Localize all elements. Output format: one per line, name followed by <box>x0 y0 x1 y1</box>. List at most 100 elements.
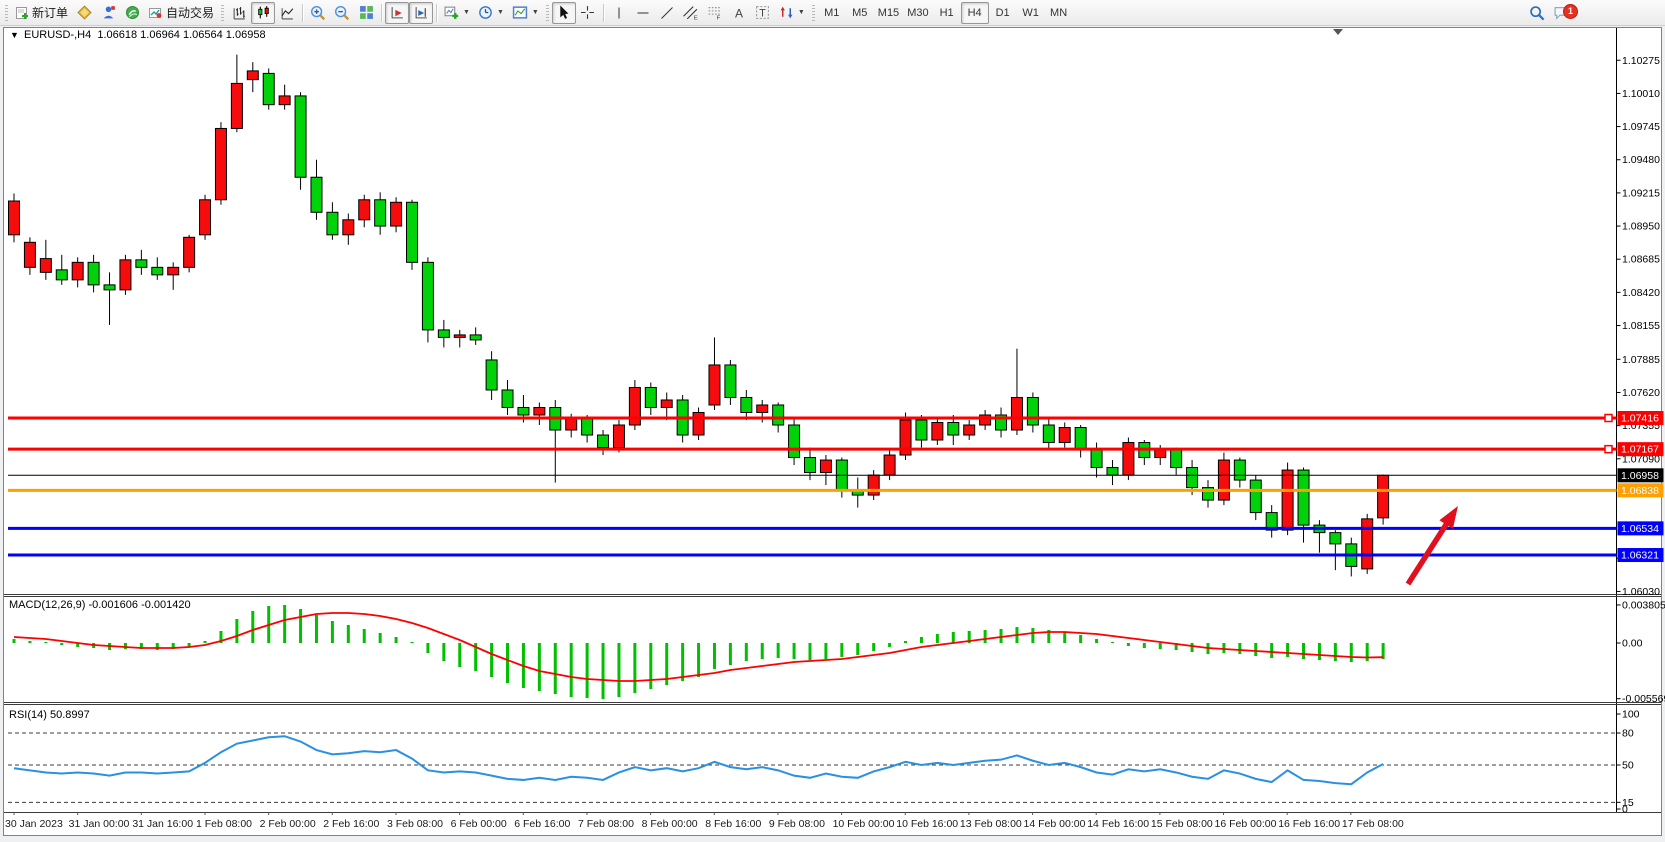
svg-text:14 Feb 00:00: 14 Feb 00:00 <box>1024 818 1086 830</box>
candle-bullish <box>692 411 705 436</box>
candle-bullish <box>1122 442 1135 476</box>
candle-bullish <box>533 406 546 416</box>
cursor-button[interactable] <box>551 1 576 24</box>
line-chart-button[interactable] <box>275 2 299 24</box>
market-watch-button[interactable] <box>96 2 120 24</box>
new-chart-button[interactable]: ▼ <box>440 2 474 24</box>
line-chart-icon <box>281 8 293 20</box>
timeframe-m1[interactable]: M1 <box>824 6 840 19</box>
zoom-out-icon <box>335 5 350 20</box>
zoom-in-icon <box>311 5 326 20</box>
candlestick-button[interactable] <box>251 1 276 24</box>
cursor-icon <box>560 5 569 19</box>
svg-text:E: E <box>694 15 698 20</box>
notifications-button[interactable]: 1 <box>1549 2 1578 24</box>
bar-chart-button[interactable] <box>227 2 251 24</box>
candle-bearish <box>995 414 1008 431</box>
svg-text:0.00: 0.00 <box>1622 638 1643 650</box>
crosshair-icon <box>581 6 595 19</box>
price-badge <box>1617 468 1664 483</box>
auto-scroll-button[interactable] <box>385 1 410 24</box>
timeframe-m5[interactable]: M5 <box>852 6 868 19</box>
svg-text:80: 80 <box>1622 728 1634 740</box>
fibonacci-icon: F <box>708 7 721 20</box>
candle-bearish <box>1297 469 1310 526</box>
svg-text:31 Jan 00:00: 31 Jan 00:00 <box>69 818 130 830</box>
zoom-out-button[interactable] <box>330 2 354 24</box>
svg-text:1.09480: 1.09480 <box>1622 154 1660 166</box>
candle-bullish <box>708 364 721 406</box>
toolbar-grip[interactable] <box>221 4 225 21</box>
timeframe-w1[interactable]: W1 <box>1022 6 1039 19</box>
toolbar-separator <box>602 3 604 22</box>
toolbar-grip[interactable] <box>545 4 549 21</box>
toolbar-grip[interactable] <box>5 4 8 21</box>
svg-text:1.08685: 1.08685 <box>1622 254 1660 266</box>
candle-bullish <box>214 127 227 201</box>
chart-shift-button[interactable] <box>409 1 434 24</box>
svg-text:1.07885: 1.07885 <box>1622 354 1660 366</box>
text-icon: A <box>735 6 743 20</box>
candle-bearish <box>788 424 801 459</box>
price-badge <box>1617 411 1664 425</box>
timeframe-m15[interactable]: M15 <box>877 6 900 19</box>
horizontal-line-button[interactable] <box>631 2 655 24</box>
autotrading-button[interactable]: 自动交易 <box>144 2 218 24</box>
candle-bullish <box>1058 427 1071 444</box>
toolbar-separator <box>302 3 304 22</box>
svg-text:8 Feb 00:00: 8 Feb 00:00 <box>642 818 698 830</box>
candle-bearish <box>469 334 482 341</box>
new-order-button[interactable]: 新订单 <box>11 2 72 24</box>
crosshair-button[interactable] <box>576 2 600 24</box>
signals-button[interactable] <box>120 2 144 24</box>
candle-bullish <box>278 95 291 106</box>
toolbar-separator <box>436 3 438 22</box>
timeframe-mn[interactable]: MN <box>1050 6 1068 19</box>
text-label-button[interactable]: T <box>751 2 775 24</box>
candle-bearish <box>1186 467 1199 489</box>
fibonacci-button[interactable]: F <box>703 2 727 24</box>
timeframe-d1[interactable]: D1 <box>995 6 1010 19</box>
tile-windows-button[interactable] <box>354 2 378 24</box>
timeframe-h4[interactable]: H4 <box>960 1 989 24</box>
text-button[interactable]: A <box>727 2 751 24</box>
svg-text:1.07620: 1.07620 <box>1622 387 1660 399</box>
channel-button[interactable]: E <box>679 2 703 24</box>
vertical-line-button[interactable] <box>607 2 631 24</box>
candle-bearish <box>151 266 164 276</box>
zoom-in-button[interactable] <box>306 2 330 24</box>
arrows-button[interactable]: ▼ <box>775 2 809 24</box>
template-button[interactable]: ▼ <box>508 2 543 24</box>
chart-shift-icon <box>415 7 427 19</box>
svg-text:9 Feb 08:00: 9 Feb 08:00 <box>769 818 825 830</box>
svg-text:1.08950: 1.08950 <box>1622 221 1660 233</box>
candle-bearish <box>262 72 275 106</box>
svg-text:13 Feb 08:00: 13 Feb 08:00 <box>960 818 1022 830</box>
notification-badge[interactable]: 1 <box>1563 3 1578 19</box>
candle-bullish <box>1217 459 1230 501</box>
toolbar-grip[interactable] <box>811 4 815 21</box>
dropdown-caret: ▼ <box>463 9 470 16</box>
candle-bearish <box>517 406 530 416</box>
period-button[interactable]: ▼ <box>474 2 508 24</box>
candle-bearish <box>947 422 960 436</box>
candle-bearish <box>326 211 339 236</box>
search-button[interactable] <box>1525 2 1549 24</box>
svg-text:1.07090: 1.07090 <box>1622 453 1660 465</box>
candle-bearish <box>374 199 387 227</box>
dropdown-caret: ▼ <box>496 9 504 16</box>
svg-text:T: T <box>760 7 767 19</box>
timeframe-m30[interactable]: M30 <box>907 6 929 19</box>
trendline-button[interactable] <box>655 2 679 24</box>
timeframe-h1[interactable]: H1 <box>939 6 954 19</box>
candle-bullish <box>342 219 355 236</box>
candle-bullish <box>979 414 992 426</box>
annotation-arrow-head <box>1439 506 1458 529</box>
metaeditor-button[interactable] <box>72 2 96 24</box>
symbol-dropdown-icon[interactable]: ▼ <box>10 30 19 40</box>
candle-bullish <box>1281 469 1294 531</box>
svg-text:10 Feb 00:00: 10 Feb 00:00 <box>833 818 895 830</box>
candle-bullish <box>23 241 36 268</box>
price-badge <box>1617 548 1664 563</box>
